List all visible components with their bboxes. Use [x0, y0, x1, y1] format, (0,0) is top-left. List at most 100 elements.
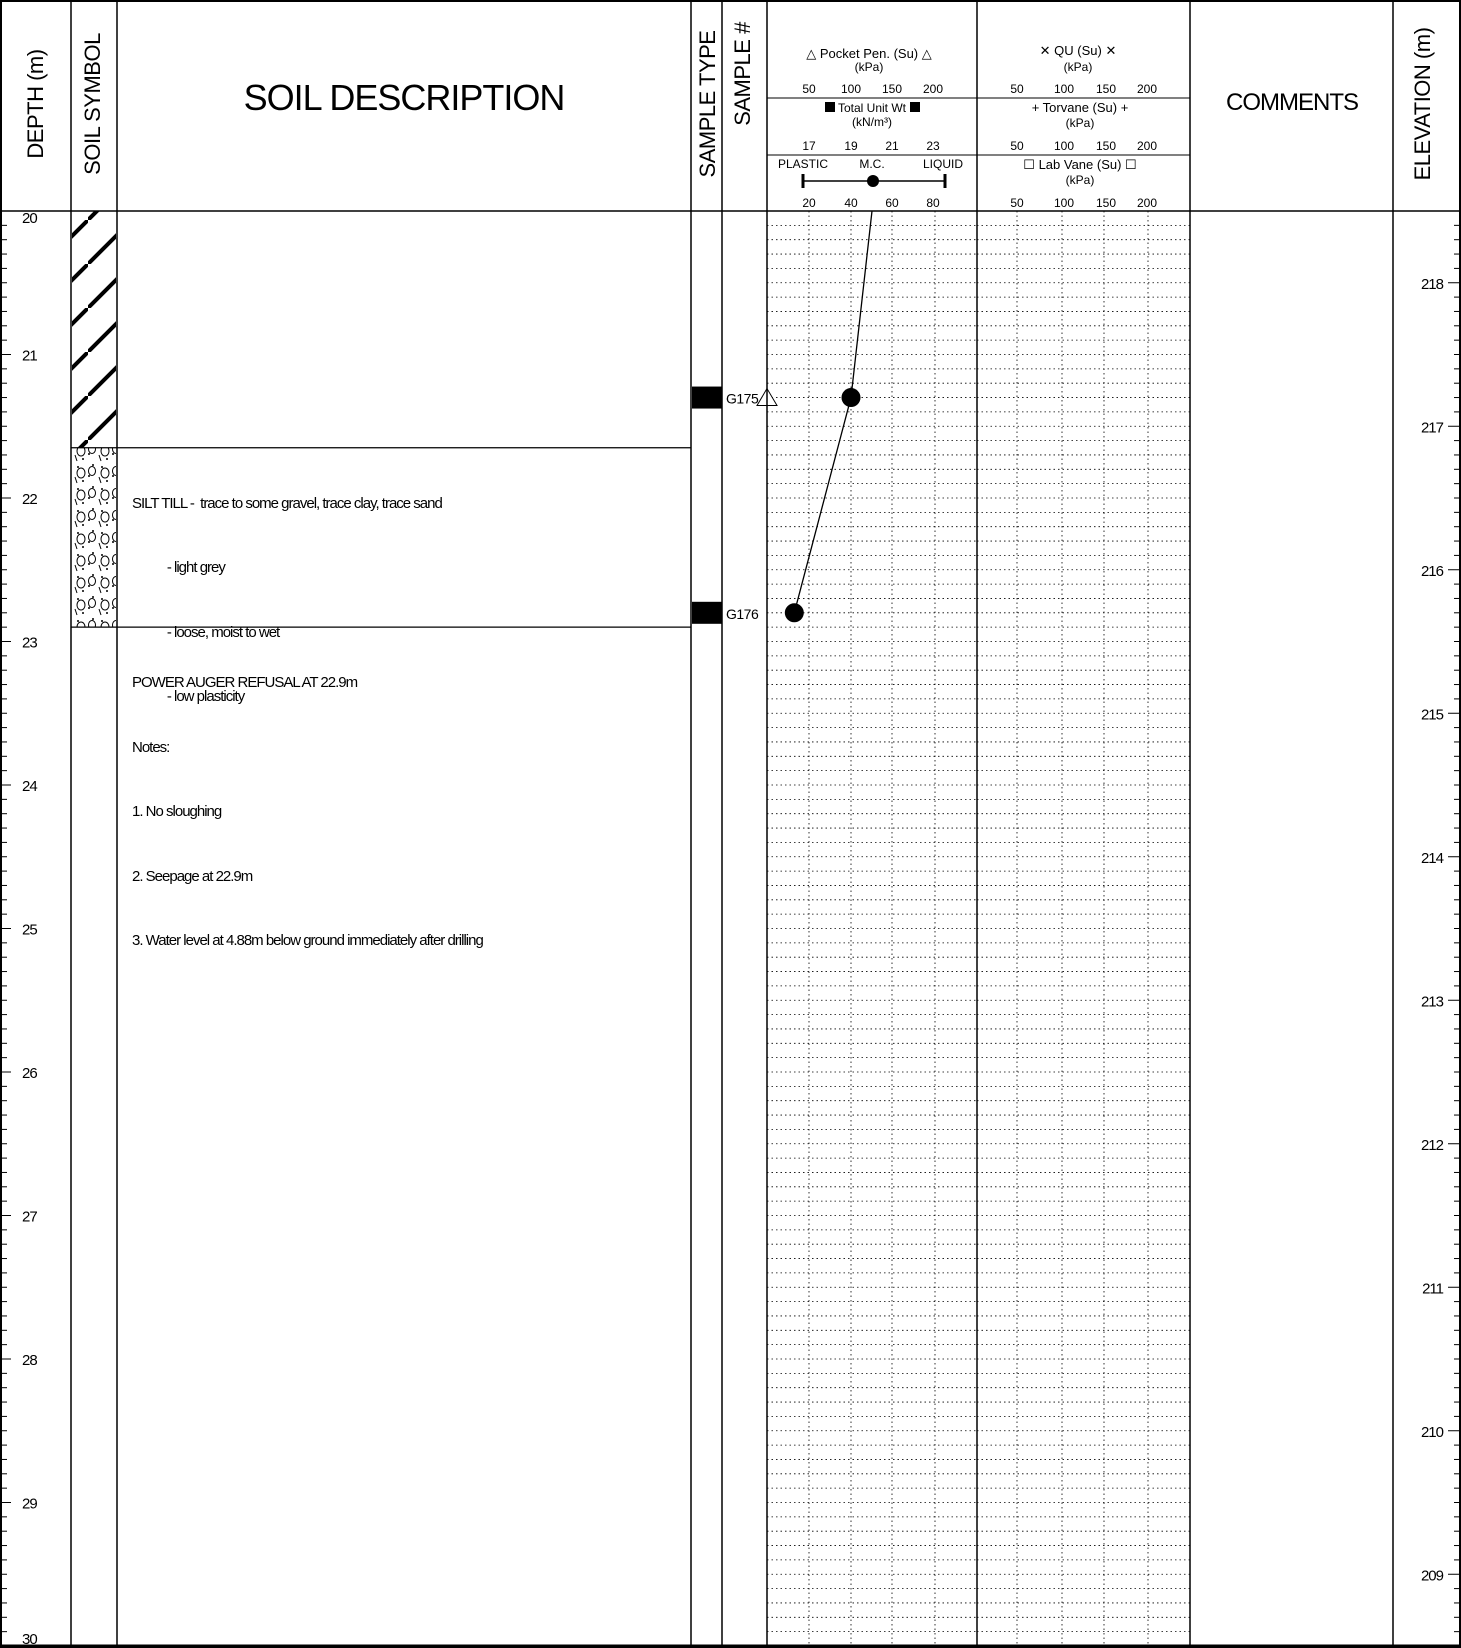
plot2-grid: [977, 211, 1190, 1646]
description-line: 2. Seepage at 22.9m: [132, 867, 253, 885]
elevation-label: 215: [1421, 706, 1444, 723]
soil-description-header: SOIL DESCRIPTION: [244, 77, 565, 118]
moisture-content-line: [793, 210, 873, 613]
depth-label: 21: [22, 348, 37, 365]
moisture-content-point: [841, 388, 861, 408]
depth-label: 26: [22, 1065, 37, 1082]
pocket-pen-tick: 200: [923, 82, 943, 96]
depth-label: 30: [22, 1631, 37, 1648]
soil-symbol-hatch: [72, 211, 116, 448]
qu-tick: 200: [1137, 82, 1157, 96]
elevation-header: ELEVATION (m): [1410, 28, 1435, 181]
sample-id-label: G175: [726, 391, 759, 407]
description-line: - light grey: [132, 559, 226, 577]
unit-weight-ticks: 17 19 21 23: [802, 139, 940, 153]
depth-scale: 20 21 22 23 24 25 26 27 28 29 30: [1, 210, 38, 1648]
lab-vane-tick: 50: [1010, 196, 1024, 210]
qu-tick: 150: [1096, 82, 1116, 96]
plastic-label: PLASTIC: [778, 157, 828, 171]
samples: G175 G176: [692, 386, 759, 624]
moisture-tick: 40: [844, 196, 858, 210]
lab-vane-tick: 200: [1137, 196, 1157, 210]
torvane-ticks: 50 100 150 200: [1010, 139, 1157, 153]
elevation-scale: 218 217 216 215 214 213 212 211 210 209: [1421, 210, 1460, 1647]
layer-description-refusal-notes: POWER AUGER REFUSAL AT 22.9m Notes: 1. N…: [132, 629, 484, 973]
elevation-label: 213: [1421, 993, 1444, 1010]
depth-label: 25: [22, 922, 37, 939]
plot2-legend: ✕ QU (Su) ✕ (kPa) 50 100 150 200 + Torva…: [977, 43, 1190, 210]
elevation-label: 209: [1421, 1567, 1444, 1584]
layer-description-silt-till: SILT TILL - trace to some gravel, trace …: [132, 450, 443, 730]
elevation-label: 210: [1421, 1424, 1444, 1441]
pocket-pen-tick: 100: [841, 82, 861, 96]
pocket-pen-tick: 150: [882, 82, 902, 96]
sample-type-marker: [692, 386, 722, 409]
torvane-label: + Torvane (Su) +: [1032, 100, 1129, 115]
depth-label: 27: [22, 1209, 37, 1226]
torvane-unit: (kPa): [1066, 116, 1095, 130]
description-line: 1. No sloughing: [132, 803, 222, 821]
unit-weight-tick: 17: [802, 139, 816, 153]
lab-vane-unit: (kPa): [1066, 173, 1095, 187]
unit-weight-symbol-left: [825, 102, 835, 112]
soil-symbol-column: [71, 211, 117, 628]
unit-weight-unit: (kN/m³): [852, 115, 892, 129]
description-line: Notes:: [132, 738, 170, 756]
description-line: 3. Water level at 4.88m below ground imm…: [132, 932, 484, 950]
plot1-legend: △ Pocket Pen. (Su) △ (kPa) 50 100 150 20…: [767, 46, 977, 210]
torvane-tick: 200: [1137, 139, 1157, 153]
description-line: SILT TILL - trace to some gravel, trace …: [132, 494, 443, 512]
description-line: - low plasticity: [132, 688, 245, 706]
description-line: - loose, moist to wet: [132, 623, 280, 641]
sample-type-header: SAMPLE TYPE: [695, 31, 720, 178]
depth-label: 24: [22, 778, 37, 795]
moisture-tick: 60: [885, 196, 899, 210]
plot1-grid: [767, 211, 977, 1646]
elevation-label: 212: [1421, 1137, 1444, 1154]
sample-id-label: G176: [726, 606, 759, 622]
moisture-tick: 20: [802, 196, 816, 210]
description-line: POWER AUGER REFUSAL AT 22.9m: [132, 674, 358, 692]
sample-type-marker: [692, 601, 722, 624]
layer-boundaries: [117, 447, 691, 628]
moisture-tick: 80: [926, 196, 940, 210]
depth-label: 22: [22, 491, 37, 508]
soil-symbol-header: SOIL SYMBOL: [80, 33, 105, 175]
elevation-label: 218: [1421, 276, 1444, 293]
unit-weight-tick: 19: [844, 139, 858, 153]
depth-label: 20: [22, 210, 37, 227]
pocket-pen-label: △ Pocket Pen. (Su) △: [806, 46, 932, 61]
qu-tick: 100: [1054, 82, 1074, 96]
unit-weight-label: Total Unit Wt: [838, 101, 907, 115]
depth-label: 29: [22, 1496, 37, 1513]
pocket-pen-tick: 50: [802, 82, 816, 96]
unit-weight-tick: 23: [926, 139, 940, 153]
sample-number-header: SAMPLE #: [730, 21, 755, 126]
qu-ticks: 50 100 150 200: [1010, 82, 1157, 96]
lab-vane-label: ☐ Lab Vane (Su) ☐: [1023, 157, 1136, 172]
unit-weight-tick: 21: [885, 139, 899, 153]
qu-label: ✕ QU (Su) ✕: [1040, 43, 1117, 58]
elevation-label: 214: [1421, 850, 1444, 867]
depth-label: 23: [22, 635, 37, 652]
log-header: DEPTH (m) SOIL SYMBOL SOIL DESCRIPTION S…: [0, 21, 1461, 212]
lab-vane-tick: 150: [1096, 196, 1116, 210]
qu-tick: 50: [1010, 82, 1024, 96]
pocket-pen-ticks: 50 100 150 200: [802, 82, 943, 96]
elevation-label: 216: [1421, 563, 1444, 580]
mc-label: M.C.: [859, 157, 884, 171]
elevation-label: 211: [1422, 1280, 1444, 1297]
moisture-ticks: 20 40 60 80: [802, 196, 940, 210]
moisture-content-plot: [756, 210, 873, 623]
lab-vane-tick: 100: [1054, 196, 1074, 210]
elevation-label: 217: [1421, 419, 1444, 436]
torvane-tick: 150: [1096, 139, 1116, 153]
depth-label: 28: [22, 1352, 37, 1369]
soil-symbol-till: [72, 447, 116, 628]
unit-weight-symbol-right: [910, 102, 920, 112]
qu-unit: (kPa): [1064, 60, 1093, 74]
torvane-tick: 50: [1010, 139, 1024, 153]
moisture-symbol: [801, 174, 947, 188]
